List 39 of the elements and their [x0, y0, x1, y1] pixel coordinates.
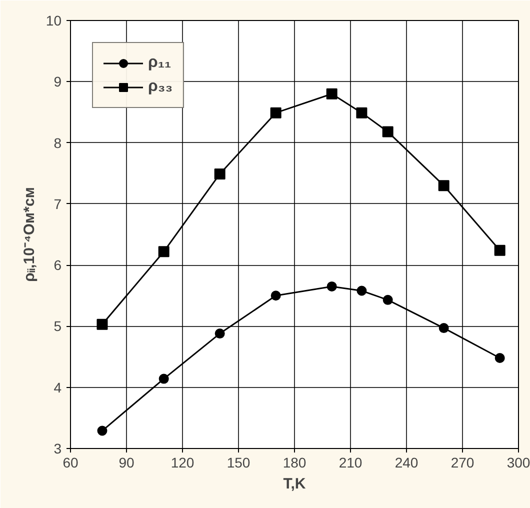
y-axis-title: ρᵢᵢ,10⁻⁴Ом*см: [20, 187, 38, 282]
point: [326, 88, 338, 100]
x-tick-label: 270: [450, 454, 474, 470]
point: [494, 244, 506, 256]
x-tick-label: 300: [506, 454, 530, 470]
point: [356, 107, 368, 118]
point: [356, 286, 367, 296]
point: [438, 180, 450, 192]
y-tick-label: 6: [54, 257, 62, 274]
x-tick-label: 180: [282, 454, 306, 470]
y-tick-label: 8: [54, 134, 62, 151]
x-tick-label: 150: [226, 454, 250, 470]
x-tick-label: 210: [338, 454, 362, 470]
point: [494, 353, 505, 363]
point: [214, 168, 226, 180]
x-tick-label: 120: [170, 454, 194, 470]
point: [158, 374, 169, 384]
point: [97, 426, 108, 436]
point: [214, 328, 225, 339]
y-tick-label: 4: [54, 379, 62, 396]
y-tick-label: 10: [46, 12, 62, 28]
y-tick-label: 7: [54, 196, 62, 212]
legend-label: ρ₃₃: [148, 78, 173, 96]
point: [96, 318, 108, 330]
point: [382, 294, 393, 305]
point: [270, 107, 282, 118]
x-tick-label: 90: [118, 454, 134, 470]
x-tick-label: 240: [394, 454, 418, 470]
point: [158, 246, 170, 258]
point: [438, 323, 449, 334]
x-axis-title: T,K: [283, 476, 306, 492]
x-tick-label: 60: [62, 454, 78, 470]
y-tick-label: 9: [54, 74, 62, 90]
point: [270, 290, 281, 301]
y-tick-label: 5: [54, 318, 62, 334]
legend-label: ρ₁₁: [148, 54, 172, 72]
point: [382, 126, 394, 138]
y-tick-label: 3: [54, 440, 62, 456]
point: [326, 281, 337, 292]
